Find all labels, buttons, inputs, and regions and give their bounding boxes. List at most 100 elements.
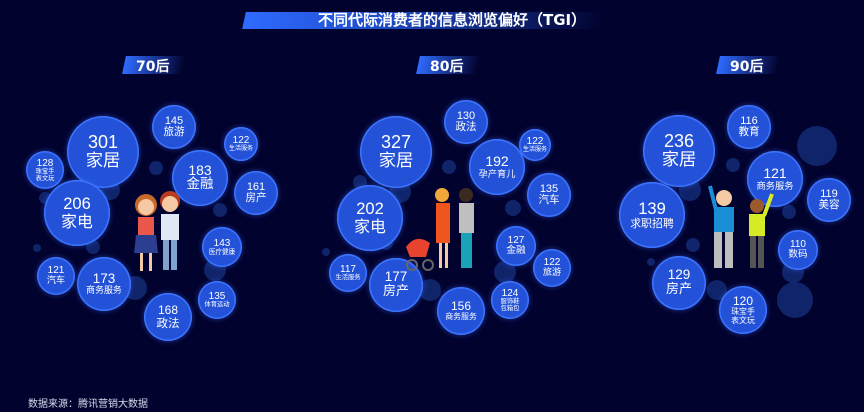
bubble-value: 168 xyxy=(157,303,179,318)
decorative-bubble xyxy=(33,244,41,252)
bubble-value: 110 xyxy=(790,239,806,251)
bubble-生活服务: 122 生活服务 xyxy=(224,127,258,161)
bubble-value: 173 xyxy=(92,270,116,286)
decorative-bubble xyxy=(322,248,330,256)
bubble-label: 医疗健康 xyxy=(208,247,236,256)
bubble-value: 327 xyxy=(380,131,412,152)
bubble-政法: 130 政法 xyxy=(444,100,488,144)
bubble-value: 121 xyxy=(763,165,787,182)
bubble-value: 161 xyxy=(246,181,266,194)
bubble-value: 139 xyxy=(638,199,666,218)
bubble-value: 116 xyxy=(740,115,758,128)
bubble-label: 孕产育儿 xyxy=(478,168,516,180)
bubble-珠宝手表文玩: 128 珠宝手表文玩 xyxy=(26,151,64,189)
bubble-label: 家居 xyxy=(661,150,697,171)
bubble-label: 家电 xyxy=(354,217,386,237)
bubble-value: 122 xyxy=(526,136,544,148)
bubble-label: 商务服务 xyxy=(86,285,122,296)
bubble-label: 生活服务 xyxy=(522,146,547,154)
bubble-label: 家电 xyxy=(61,212,93,232)
bubble-家居: 236 家居 xyxy=(643,115,715,187)
bubble-label: 商务服务 xyxy=(756,180,794,192)
bubble-label: 房产 xyxy=(245,192,267,205)
bubble-value: 124 xyxy=(501,287,519,299)
bubble-value: 145 xyxy=(164,115,184,128)
bubble-label: 金融 xyxy=(186,177,214,193)
bubble-label: 旅游 xyxy=(163,126,185,139)
bubble-家电: 206 家电 xyxy=(44,180,110,246)
bubble-value: 127 xyxy=(507,235,525,247)
bubble-label: 家居 xyxy=(378,151,414,172)
bubble-value: 121 xyxy=(47,265,65,277)
bubble-label: 珠宝手表文玩 xyxy=(35,167,55,182)
family-80s-illustration xyxy=(406,188,474,271)
bubble-汽车: 121 汽车 xyxy=(37,257,75,295)
group-header-70: 70后 xyxy=(136,59,170,75)
bubble-服饰鞋包箱包: 124 服饰鞋包箱包 xyxy=(491,281,529,319)
bubble-教育: 116 教育 xyxy=(727,105,771,149)
decorative-bubble xyxy=(647,258,655,266)
bubble-value: 117 xyxy=(340,264,356,276)
decorative-bubble xyxy=(494,261,516,283)
bubble-label: 金融 xyxy=(506,245,526,257)
data-source: 数据来源：腾讯营销大数据 xyxy=(28,399,148,410)
youth-90s-illustration xyxy=(708,185,774,268)
bubble-value: 129 xyxy=(667,267,691,283)
bubble-value: 120 xyxy=(732,293,754,308)
bubble-value: 130 xyxy=(456,110,476,123)
bubble-房产: 161 房产 xyxy=(234,171,278,215)
bubble-value: 128 xyxy=(36,157,54,169)
bubble-label: 政法 xyxy=(455,121,477,134)
bubble-生活服务: 122 生活服务 xyxy=(519,129,551,161)
bubble-value: 236 xyxy=(663,130,695,151)
bubble-value: 301 xyxy=(87,131,119,152)
bubble-旅游: 145 旅游 xyxy=(152,105,196,149)
decorative-bubble xyxy=(149,161,163,175)
decorative-bubble xyxy=(707,280,727,300)
group-header-90: 90后 xyxy=(730,59,764,75)
bubble-金融: 183 金融 xyxy=(172,150,228,206)
bubble-value: 143 xyxy=(213,237,231,249)
bubble-房产: 177 房产 xyxy=(369,258,423,312)
decorative-bubble xyxy=(505,200,521,216)
bubble-value: 119 xyxy=(820,188,838,201)
bubble-label: 生活服务 xyxy=(335,274,361,282)
bubble-value: 202 xyxy=(356,200,384,219)
bubble-value: 192 xyxy=(485,153,509,170)
bubble-家居: 327 家居 xyxy=(360,116,432,188)
decorative-bubble xyxy=(777,282,813,318)
bubble-美容: 119 美容 xyxy=(807,178,851,222)
decorative-bubble xyxy=(442,160,456,174)
bubble-label: 体育运动 xyxy=(204,301,230,309)
bubble-label: 商务服务 xyxy=(445,312,477,322)
bubble-value: 156 xyxy=(450,299,472,314)
bubble-value: 122 xyxy=(543,257,561,269)
bubble-汽车: 135 汽车 xyxy=(527,173,571,217)
bubble-数码: 110 数码 xyxy=(778,230,818,270)
decorative-bubble xyxy=(419,279,441,301)
bubble-label: 政法 xyxy=(156,316,180,331)
bubble-label: 教育 xyxy=(738,126,760,139)
bubble-label: 房产 xyxy=(383,284,409,300)
decorative-bubble xyxy=(213,203,227,217)
bubble-label: 汽车 xyxy=(46,276,66,287)
bubble-医疗健康: 143 医疗健康 xyxy=(202,227,242,267)
bubble-金融: 127 金融 xyxy=(496,226,536,266)
bubble-生活服务: 117 生活服务 xyxy=(329,254,367,292)
bubble-房产: 129 房产 xyxy=(652,256,706,310)
bubble-label: 房产 xyxy=(666,282,692,298)
bubble-家居: 301 家居 xyxy=(67,116,139,188)
bubble-商务服务: 156 商务服务 xyxy=(437,287,485,335)
bubble-旅游: 122 旅游 xyxy=(533,249,571,287)
group-header-80: 80后 xyxy=(430,59,464,75)
bubble-label: 服饰鞋包箱包 xyxy=(500,297,520,312)
bubble-label: 珠宝手表文玩 xyxy=(731,306,755,325)
bubble-孕产育儿: 192 孕产育儿 xyxy=(469,139,525,195)
decorative-bubble xyxy=(782,205,796,219)
decorative-bubble xyxy=(686,238,700,252)
bubble-label: 家居 xyxy=(85,151,121,172)
bubble-value: 135 xyxy=(208,291,226,303)
bubble-value: 122 xyxy=(232,135,250,147)
bubble-商务服务: 121 商务服务 xyxy=(747,151,803,207)
bubble-value: 206 xyxy=(63,195,91,214)
